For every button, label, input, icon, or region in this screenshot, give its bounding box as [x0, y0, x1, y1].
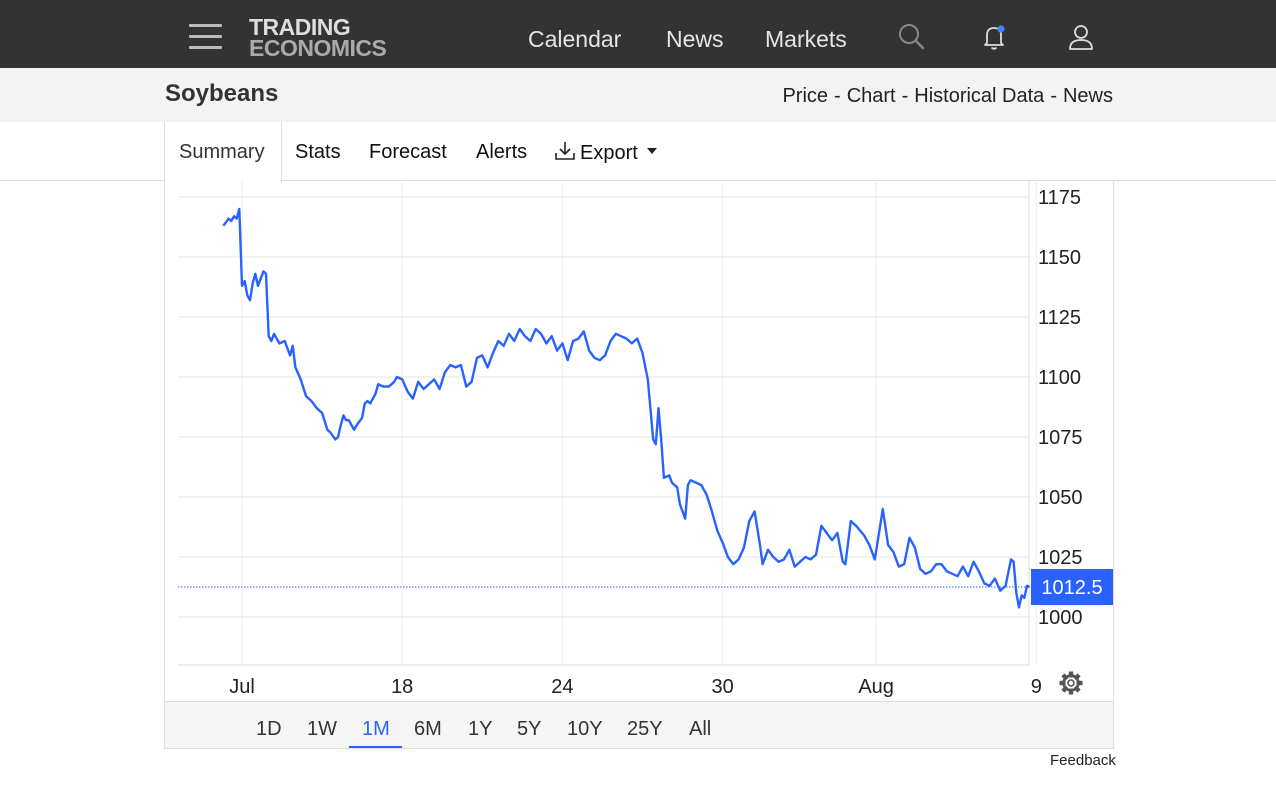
range-1m[interactable]: 1M [362, 718, 390, 740]
range-10y[interactable]: 10Y [567, 718, 603, 740]
last-value-badge [1031, 569, 1113, 605]
tab-forecast[interactable]: Forecast [369, 141, 447, 163]
page-header: Soybeans Price - Chart - Historical Data - New… [0, 68, 1276, 122]
x-tick-label: Jul [229, 676, 255, 698]
nav-link-news[interactable]: News [666, 26, 724, 52]
range-1w[interactable]: 1W [307, 718, 337, 740]
user-icon[interactable] [1066, 22, 1096, 52]
export-label: Export [580, 142, 638, 164]
y-tick-label: 1125 [1038, 307, 1081, 329]
x-tick-label: 18 [391, 676, 413, 698]
page-title: Soybeans [165, 80, 279, 107]
caret-down-icon [647, 148, 658, 154]
range-5y[interactable]: 5Y [517, 718, 542, 740]
breadcrumb-chart[interactable]: Chart [846, 85, 896, 107]
feedback-link[interactable]: Feedback [1050, 752, 1116, 769]
tab-summary[interactable]: Summary [179, 141, 265, 163]
x-tick-label: Aug [858, 676, 894, 698]
logo-line-2: ECONOMICS [249, 35, 387, 61]
breadcrumb-historical-data[interactable]: Historical Data [914, 85, 1045, 107]
y-tick-label: 1100 [1038, 367, 1081, 389]
last-value-label: 1012.5 [1041, 577, 1102, 599]
range-6m[interactable]: 6M [414, 718, 442, 740]
tab-bar: Summary Stats Forecast Alerts Export [0, 122, 1276, 182]
logo-line-1: TRADING [249, 14, 351, 40]
y-tick-label: 1050 [1038, 487, 1083, 509]
y-tick-label: 1000 [1038, 607, 1083, 629]
menu-icon[interactable] [189, 24, 222, 50]
range-25y[interactable]: 25Y [627, 718, 663, 740]
tab-active-indicator [164, 122, 282, 182]
breadcrumb-price[interactable]: Price [782, 85, 829, 107]
range-selector: 1D 1W 1M 6M 1Y 5Y 10Y 25Y All [165, 701, 1113, 748]
breadcrumb-separator: - [1050, 85, 1057, 107]
range-1d[interactable]: 1D [256, 718, 282, 740]
logo[interactable]: TRADING ECONOMICS [249, 14, 387, 61]
y-tick-label: 1025 [1038, 547, 1083, 569]
tab-export[interactable]: Export [554, 141, 658, 165]
y-tick-label: 1075 [1038, 427, 1083, 449]
price-series-line [222, 207, 1031, 609]
top-nav: TRADING ECONOMICS Calendar News Markets [0, 0, 1276, 68]
breadcrumb-separator: - [834, 85, 841, 107]
breadcrumb: Price - Chart - Historical Data - News [782, 85, 1113, 108]
download-icon [555, 142, 575, 160]
nav-link-markets[interactable]: Markets [765, 26, 847, 52]
range-1y[interactable]: 1Y [468, 718, 493, 740]
y-tick-label: 1175 [1038, 187, 1081, 209]
tab-alerts[interactable]: Alerts [476, 141, 528, 163]
settings-gear-icon[interactable] [1059, 671, 1083, 695]
tab-stats[interactable]: Stats [295, 141, 341, 163]
x-tick-label: 30 [711, 676, 733, 698]
notification-bell-icon[interactable] [979, 22, 1009, 52]
price-chart[interactable]: 1000 1025 1050 1075 1100 1125 1150 1175 Jul 18 24 3… [165, 180, 1113, 701]
range-active-underline [349, 746, 402, 748]
breadcrumb-news[interactable]: News [1062, 85, 1113, 107]
x-tick-label: 24 [551, 676, 573, 698]
search-icon[interactable] [897, 22, 927, 52]
notification-dot [997, 25, 1005, 33]
nav-link-calendar[interactable]: Calendar [528, 26, 622, 52]
breadcrumb-separator: - [901, 85, 909, 107]
x-tick-label: 9 [1031, 676, 1042, 698]
y-tick-label: 1150 [1038, 247, 1081, 269]
chart-container: 1000 1025 1050 1075 1100 1125 1150 1175 Jul 18 24 3… [164, 180, 1114, 749]
range-all[interactable]: All [689, 718, 712, 740]
